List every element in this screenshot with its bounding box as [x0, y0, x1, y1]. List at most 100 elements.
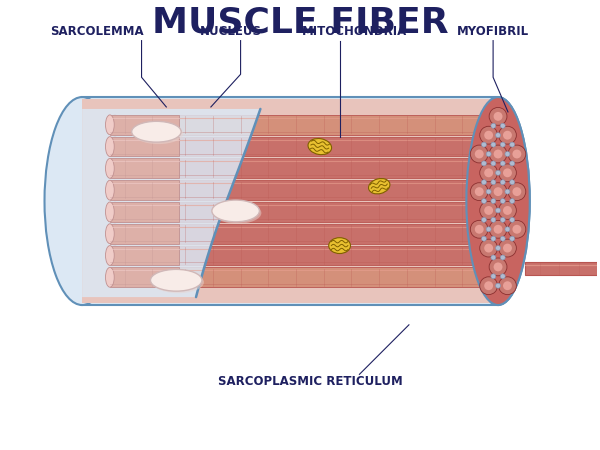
Circle shape [494, 149, 503, 158]
FancyBboxPatch shape [110, 267, 179, 287]
FancyBboxPatch shape [115, 246, 483, 266]
Circle shape [484, 168, 493, 177]
Circle shape [489, 258, 507, 276]
Circle shape [512, 225, 521, 234]
Circle shape [481, 180, 487, 184]
Circle shape [499, 202, 517, 219]
Circle shape [496, 283, 500, 288]
Ellipse shape [110, 180, 119, 200]
Ellipse shape [106, 158, 114, 178]
FancyBboxPatch shape [115, 158, 483, 178]
Circle shape [484, 281, 493, 290]
Ellipse shape [110, 115, 119, 135]
Circle shape [505, 152, 510, 157]
Text: SARCOPLASMIC RETICULUM: SARCOPLASMIC RETICULUM [218, 375, 402, 388]
Circle shape [481, 236, 487, 241]
Circle shape [489, 108, 507, 125]
FancyBboxPatch shape [110, 137, 179, 157]
Circle shape [499, 164, 517, 182]
Circle shape [496, 171, 500, 176]
Circle shape [494, 112, 503, 121]
Circle shape [480, 277, 497, 295]
Ellipse shape [134, 123, 183, 144]
FancyBboxPatch shape [82, 97, 498, 305]
Circle shape [491, 180, 496, 184]
Ellipse shape [466, 97, 530, 305]
Circle shape [481, 198, 487, 203]
Circle shape [481, 217, 487, 222]
Circle shape [481, 142, 487, 147]
Circle shape [480, 164, 497, 182]
Circle shape [489, 145, 507, 163]
Circle shape [480, 126, 497, 144]
Text: MITOCHONDRIA: MITOCHONDRIA [302, 25, 407, 38]
FancyBboxPatch shape [110, 246, 179, 266]
FancyBboxPatch shape [110, 224, 179, 243]
Ellipse shape [151, 270, 202, 291]
Ellipse shape [106, 115, 114, 135]
Ellipse shape [44, 97, 120, 305]
Circle shape [505, 189, 510, 194]
Circle shape [486, 189, 491, 194]
Ellipse shape [110, 202, 119, 222]
Circle shape [484, 131, 493, 140]
FancyBboxPatch shape [110, 158, 179, 178]
Circle shape [503, 243, 512, 252]
FancyBboxPatch shape [115, 224, 483, 243]
Circle shape [508, 145, 526, 163]
FancyBboxPatch shape [82, 99, 498, 303]
Circle shape [503, 206, 512, 215]
Circle shape [509, 142, 515, 147]
Circle shape [475, 149, 484, 158]
Circle shape [491, 255, 496, 260]
Circle shape [505, 227, 510, 232]
Circle shape [496, 133, 500, 138]
Circle shape [480, 239, 497, 257]
Text: MUSCLE FIBER: MUSCLE FIBER [152, 6, 448, 40]
Circle shape [475, 187, 484, 196]
Circle shape [486, 227, 491, 232]
Text: MYOFIBRIL: MYOFIBRIL [457, 25, 529, 38]
Circle shape [491, 236, 496, 241]
Circle shape [494, 262, 503, 271]
Circle shape [503, 281, 512, 290]
FancyBboxPatch shape [115, 137, 483, 157]
Circle shape [509, 198, 515, 203]
Ellipse shape [110, 137, 119, 157]
Ellipse shape [110, 224, 119, 243]
Ellipse shape [131, 122, 181, 142]
Circle shape [499, 126, 517, 144]
Circle shape [470, 145, 488, 163]
Circle shape [500, 123, 505, 128]
Circle shape [509, 236, 515, 241]
Circle shape [512, 187, 521, 196]
Circle shape [470, 220, 488, 238]
Circle shape [491, 142, 496, 147]
Circle shape [494, 187, 503, 196]
Circle shape [480, 202, 497, 219]
Text: NUCLEUS: NUCLEUS [200, 25, 262, 38]
Circle shape [484, 206, 493, 215]
Circle shape [491, 217, 496, 222]
Circle shape [496, 246, 500, 251]
Ellipse shape [106, 137, 114, 157]
Circle shape [475, 225, 484, 234]
FancyBboxPatch shape [110, 115, 179, 135]
Ellipse shape [308, 139, 332, 155]
Circle shape [484, 243, 493, 252]
Ellipse shape [110, 158, 119, 178]
FancyBboxPatch shape [525, 262, 600, 275]
Circle shape [500, 198, 505, 203]
FancyBboxPatch shape [115, 115, 483, 135]
Ellipse shape [214, 202, 262, 224]
Circle shape [489, 183, 507, 201]
Ellipse shape [466, 97, 530, 305]
Ellipse shape [110, 267, 119, 287]
Circle shape [500, 255, 505, 260]
Circle shape [500, 142, 505, 147]
Ellipse shape [106, 224, 114, 243]
FancyBboxPatch shape [115, 180, 483, 200]
Circle shape [512, 149, 521, 158]
Circle shape [491, 123, 496, 128]
Circle shape [481, 161, 487, 166]
